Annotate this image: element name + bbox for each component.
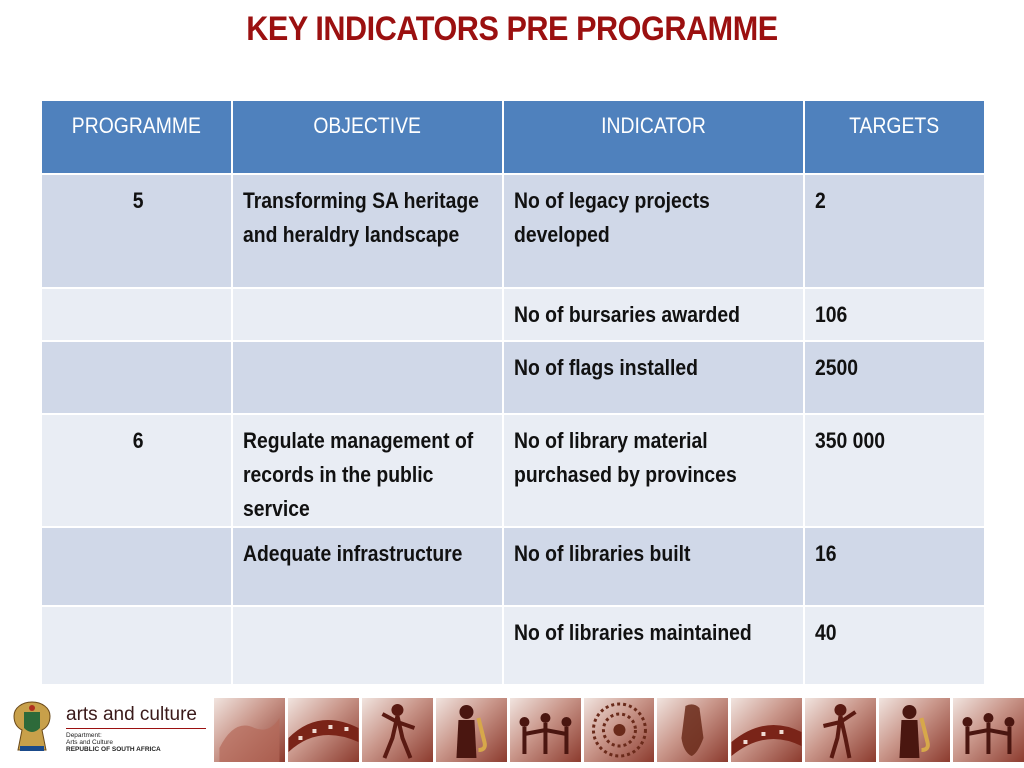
indicator-cell: No of libraries maintained [502, 605, 805, 686]
column-header-programme: PROGRAMME [40, 99, 233, 175]
target-cell: 40 [803, 605, 986, 686]
objective-cell [231, 605, 504, 686]
indicator-cell: No of legacy projects developed [502, 173, 805, 289]
dancer-icon [361, 698, 433, 762]
indicators-table: PROGRAMME OBJECTIVE INDICATOR TARGETS 5 … [40, 99, 986, 686]
target-cell: 2500 [803, 340, 986, 415]
culture-image-strip [214, 698, 1024, 762]
logo-department: Department: [66, 732, 102, 739]
indicator-cell: No of library material purchased by prov… [502, 413, 805, 528]
table-header-row: PROGRAMME OBJECTIVE INDICATOR TARGETS [40, 99, 986, 175]
programme-cell: 5 [40, 173, 233, 289]
objective-cell [231, 340, 504, 415]
film-reel-icon [731, 698, 803, 762]
indicator-cell: No of bursaries awarded [502, 287, 805, 342]
saxophonist-icon [879, 698, 951, 762]
slide-title: KEY INDICATORS PRE PROGRAMME [246, 10, 778, 48]
programme-cell [40, 526, 233, 607]
table-row: 5 Transforming SA heritage and heraldry … [40, 173, 986, 289]
logo-name: arts and culture [66, 704, 197, 725]
objective-cell: Adequate infrastructure [231, 526, 504, 607]
coat-of-arms-icon [13, 701, 51, 751]
column-header-indicator: INDICATOR [502, 99, 805, 175]
arts-and-culture-logo: arts and culture Department: Arts and Cu… [8, 698, 208, 758]
column-header-objective: OBJECTIVE [231, 99, 504, 175]
logo-divider [66, 728, 206, 729]
dancers-circle-icon [509, 698, 581, 762]
table-row: 6 Regulate management of records in the … [40, 413, 986, 528]
dancer-icon [805, 698, 877, 762]
table-row: Adequate infrastructure No of libraries … [40, 526, 986, 607]
sculpture-icon [657, 698, 729, 762]
programme-cell [40, 340, 233, 415]
film-reel-icon [287, 698, 359, 762]
target-cell: 350 000 [803, 413, 986, 528]
table-row: No of bursaries awarded 106 [40, 287, 986, 342]
indicator-cell: No of flags installed [502, 340, 805, 415]
beadwork-icon [583, 698, 655, 762]
target-cell: 16 [803, 526, 986, 607]
programme-cell: 6 [40, 413, 233, 528]
target-cell: 106 [803, 287, 986, 342]
indicator-cell: No of libraries built [502, 526, 805, 607]
programme-cell [40, 605, 233, 686]
table-row: No of libraries maintained 40 [40, 605, 986, 686]
target-cell: 2 [803, 173, 986, 289]
objective-cell: Regulate management of records in the pu… [231, 413, 504, 528]
column-header-targets: TARGETS [803, 99, 986, 175]
hands-icon [214, 698, 285, 762]
footer: arts and culture Department: Arts and Cu… [0, 690, 1024, 768]
objective-cell: Transforming SA heritage and heraldry la… [231, 173, 504, 289]
saxophonist-icon [435, 698, 507, 762]
dancers-circle-icon [953, 698, 1024, 762]
logo-country: REPUBLIC OF SOUTH AFRICA [66, 746, 161, 753]
programme-cell [40, 287, 233, 342]
logo-department-name: Arts and Culture [66, 739, 113, 746]
table-row: No of flags installed 2500 [40, 340, 986, 415]
objective-cell [231, 287, 504, 342]
